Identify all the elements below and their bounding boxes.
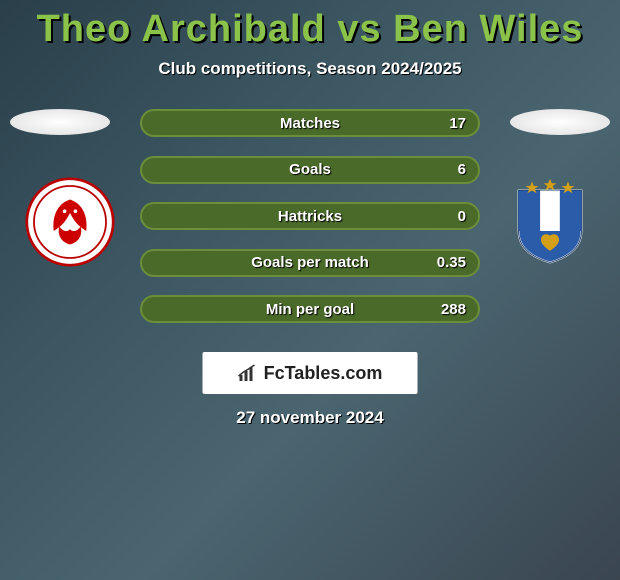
stat-bars: Matches 17 Goals 6 Hattricks 0 Goals per match… [140,109,480,342]
stat-value-right: 0.35 [437,254,466,271]
player2-photo [510,109,610,135]
stat-label: Matches [280,115,340,132]
stat-value-right: 17 [449,115,466,132]
stat-label: Goals [289,161,331,178]
date-text: 27 november 2024 [0,408,620,428]
brand-text: FcTables.com [264,363,383,384]
team1-crest [25,177,115,267]
stat-value-right: 6 [458,161,466,178]
stat-label: Min per goal [266,301,354,318]
stat-value-right: 288 [441,301,466,318]
stat-bar: Matches 17 [140,109,480,137]
stats-panel: Matches 17 Goals 6 Hattricks 0 Goals per match… [0,109,620,369]
stat-label: Goals per match [251,254,369,271]
page-title: Theo Archibald vs Ben Wiles [0,0,620,51]
stat-value-right: 0 [458,208,466,225]
stat-bar: Goals per match 0.35 [140,249,480,277]
team2-crest [505,177,595,267]
stat-bar: Goals 6 [140,156,480,184]
player1-photo [10,109,110,135]
stat-label: Hattricks [278,208,342,225]
stat-bar: Min per goal 288 [140,295,480,323]
vs-text: vs [337,8,381,50]
player2-name: Ben Wiles [393,8,583,50]
player1-name: Theo Archibald [37,8,326,50]
brand-badge: FcTables.com [203,352,418,394]
stat-bar: Hattricks 0 [140,202,480,230]
subtitle: Club competitions, Season 2024/2025 [0,59,620,79]
chart-icon [238,364,260,382]
